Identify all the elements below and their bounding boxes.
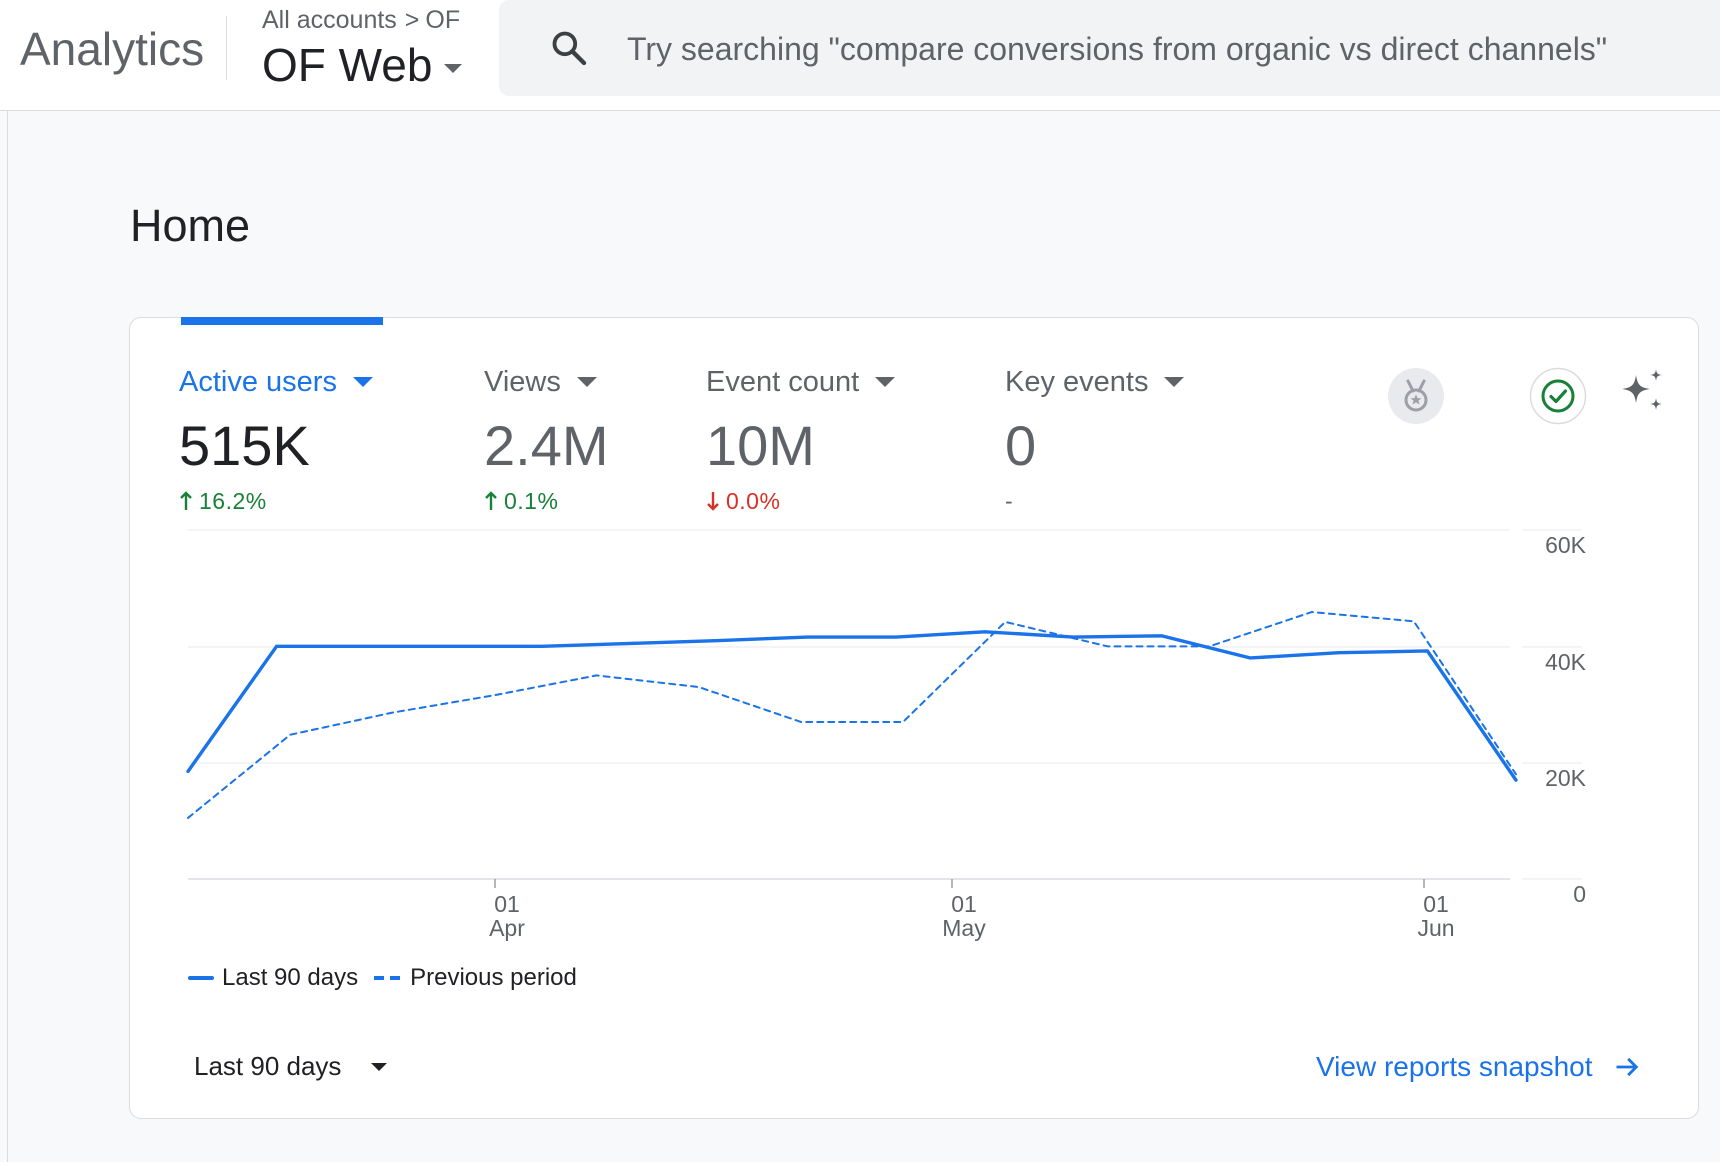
legend-item-last-90-days: Last 90 days <box>222 964 359 991</box>
data-point <box>1103 642 1111 650</box>
data-point <box>184 814 192 822</box>
data-point <box>627 639 635 647</box>
legend-swatch-solid <box>188 976 214 980</box>
data-point <box>804 633 812 641</box>
metric-change-value: - <box>1005 487 1014 514</box>
data-point <box>450 642 458 650</box>
metric-value: 0 <box>1005 414 1037 477</box>
data-point <box>1423 647 1431 655</box>
metric-label: Active users <box>179 365 337 398</box>
data-point <box>892 633 900 641</box>
caret-down-icon <box>1164 377 1185 387</box>
data-point <box>361 642 369 650</box>
left-rail-divider <box>7 111 8 1162</box>
data-point <box>715 637 723 645</box>
data-point <box>1410 617 1418 625</box>
data-point <box>1158 632 1166 640</box>
data-point <box>899 718 907 726</box>
data-point <box>1206 642 1214 650</box>
search-input[interactable] <box>625 22 1709 76</box>
metric-change-value: 0.1% <box>504 487 559 514</box>
data-point <box>1069 633 1077 641</box>
legend-item-previous-period: Previous period <box>410 964 577 991</box>
metric-label: Views <box>484 365 561 398</box>
data-point <box>1335 649 1343 657</box>
data-point <box>797 718 805 726</box>
data-point <box>1246 654 1254 662</box>
data-point <box>695 683 703 691</box>
product-name[interactable]: Analytics <box>20 23 205 75</box>
search-bar[interactable] <box>499 0 1720 96</box>
caret-down-icon <box>576 377 597 387</box>
property-name: OF Web <box>262 39 433 91</box>
legend-swatch-dashed <box>374 976 401 980</box>
metric-tab-event-count[interactable]: Event count 10M 0.0% <box>706 364 896 516</box>
metric-tab-key-events[interactable]: Key events 0 - <box>1005 364 1185 516</box>
search-icon <box>552 31 587 66</box>
caret-down-icon <box>444 63 463 73</box>
header-divider <box>226 16 227 80</box>
caret-down-icon <box>352 377 373 387</box>
chart-legend: Last 90 days Previous period <box>188 964 577 992</box>
data-point <box>593 671 601 679</box>
data-point <box>490 691 498 699</box>
data-point <box>273 642 281 650</box>
metric-value: 10M <box>706 414 815 477</box>
data-point <box>981 628 989 636</box>
metric-value: 515K <box>179 414 310 477</box>
date-range-label: Last 90 days <box>194 1051 342 1081</box>
sparkle-icon[interactable] <box>1617 366 1667 416</box>
view-reports-snapshot-link[interactable]: View reports snapshot <box>1316 1051 1641 1083</box>
metric-change: 0.1% <box>484 486 609 516</box>
breadcrumb-root[interactable]: All accounts <box>262 6 397 34</box>
active-tab-indicator <box>181 317 383 325</box>
data-point <box>538 642 546 650</box>
data-point <box>184 767 192 775</box>
breadcrumb-separator: > <box>404 6 420 34</box>
data-point <box>1001 618 1009 626</box>
page-title: Home <box>130 200 251 251</box>
metric-change: 16.2% <box>179 486 373 516</box>
date-range-selector[interactable]: Last 90 days <box>194 1051 388 1082</box>
caret-down-icon <box>875 377 896 387</box>
top-bar: Analytics All accounts > OF OF Web <box>0 0 1720 111</box>
metric-change: 0.0% <box>706 486 895 516</box>
data-point <box>388 709 396 717</box>
medal-icon[interactable] <box>1387 367 1445 425</box>
breadcrumb[interactable]: All accounts > OF <box>262 6 460 35</box>
data-point <box>1308 608 1316 616</box>
caret-down-icon <box>371 1062 388 1071</box>
check-circle-icon[interactable] <box>1529 367 1587 425</box>
view-reports-snapshot-label: View reports snapshot <box>1316 1051 1593 1082</box>
arrow-up-icon <box>485 491 497 510</box>
data-point <box>286 731 294 739</box>
property-selector[interactable]: OF Web <box>262 38 463 92</box>
metric-value: 2.4M <box>484 414 609 477</box>
metric-label: Key events <box>1005 365 1149 398</box>
arrow-up-icon <box>180 491 192 510</box>
metric-tab-active-users[interactable]: Active users 515K 16.2% <box>179 364 373 516</box>
metric-change-value: 16.2% <box>199 487 267 514</box>
metric-tab-views[interactable]: Views 2.4M 0.1% <box>484 364 609 516</box>
breadcrumb-account[interactable]: OF <box>425 6 461 34</box>
metric-label: Event count <box>706 365 860 398</box>
data-point <box>1512 770 1520 778</box>
metric-change: - <box>1005 486 1184 516</box>
arrow-right-icon <box>1616 1057 1638 1077</box>
arrow-down-icon <box>707 492 719 511</box>
metric-change-value: 0.0% <box>726 487 781 514</box>
